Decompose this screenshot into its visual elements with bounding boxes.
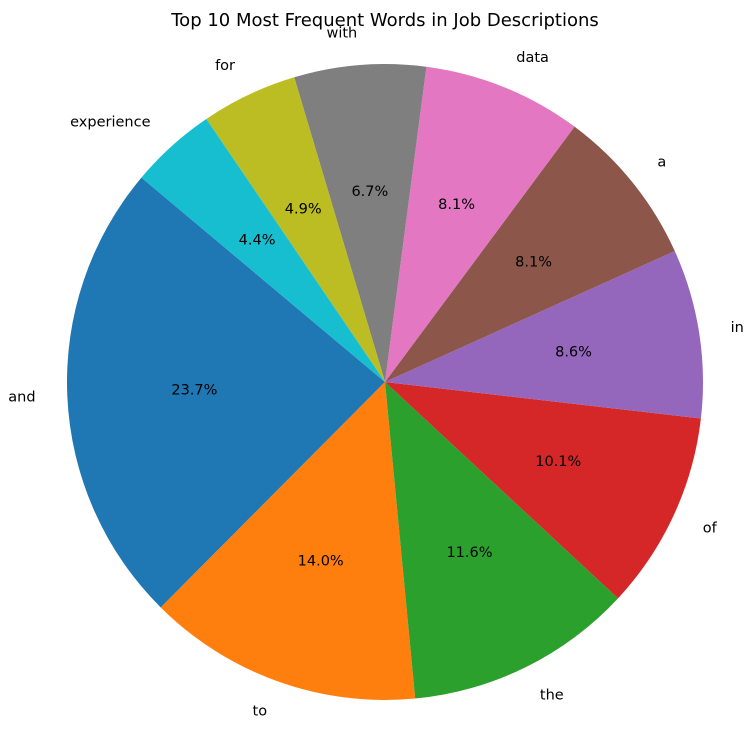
pie-slice-with [294, 63, 427, 383]
chart-title: Top 10 Most Frequent Words in Job Descri… [170, 10, 599, 31]
pct-label-the: 11.6% [446, 545, 492, 561]
pie-slice-a [385, 126, 675, 382]
category-label-and: and [8, 390, 35, 406]
pct-label-data: 8.1% [438, 197, 475, 213]
pct-label-and: 23.7% [171, 383, 217, 399]
pct-label-to: 14.0% [298, 554, 344, 570]
category-label-of: of [703, 520, 718, 536]
category-label-for: for [215, 58, 235, 74]
percentage-labels: 23.7% 14.0% 11.6% 10.1% 8.6% 8.1% 8.1% 6.7% 4.9%… [171, 184, 592, 570]
pie-slice-data [385, 66, 575, 383]
category-label-the: the [540, 688, 564, 704]
category-label-experience: experience [70, 114, 150, 130]
category-label-in: in [731, 320, 744, 336]
category-label-data: data [516, 50, 549, 66]
category-label-with: with [326, 25, 357, 41]
pie-slices [66, 63, 703, 700]
category-label-a: a [657, 155, 666, 171]
pie-slice-in [385, 251, 703, 419]
pie-slice-for [206, 77, 385, 382]
pct-label-a: 8.1% [515, 254, 552, 270]
pie-slice-to [160, 382, 416, 700]
pie-slice-the [385, 382, 619, 699]
category-label-to: to [253, 703, 268, 719]
pct-label-for: 4.9% [285, 202, 322, 218]
category-labels: and to the of in a data with for experience [8, 25, 744, 719]
pie-slice-experience [141, 118, 385, 383]
pie-slice-and [66, 177, 385, 608]
pie-slice-of [385, 382, 701, 599]
pct-label-in: 8.6% [555, 345, 592, 361]
pct-label-with: 6.7% [351, 184, 388, 200]
pct-label-experience: 4.4% [239, 232, 276, 248]
pct-label-of: 10.1% [535, 454, 581, 470]
